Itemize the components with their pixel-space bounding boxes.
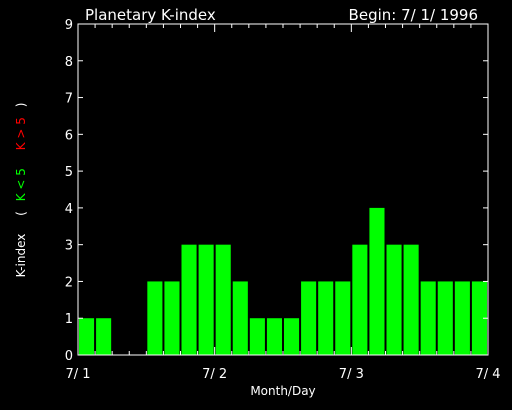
- x-tick-label: 7/ 1: [65, 367, 90, 382]
- bar: [96, 318, 112, 355]
- bar: [403, 244, 419, 355]
- bar: [437, 281, 453, 355]
- bar: [318, 281, 334, 355]
- legend-low-label: K < 5: [14, 168, 28, 201]
- legend-high-label: K > 5: [14, 117, 28, 150]
- bar: [369, 207, 385, 355]
- bar: [198, 244, 214, 355]
- y-tick-label: 9: [65, 18, 73, 33]
- legend-close-paren: ): [14, 103, 28, 108]
- bar-series: [79, 207, 487, 355]
- y-tick-label: 8: [65, 55, 73, 70]
- bar: [352, 244, 368, 355]
- bar: [79, 318, 95, 355]
- x-axis-ticks: 7/ 1 7/ 2 7/ 3 7/ 4: [65, 24, 501, 382]
- y-tick-label: 2: [65, 275, 73, 290]
- y-tick-label: 5: [65, 165, 73, 180]
- x-tick-label: 7/ 4: [475, 367, 500, 382]
- y-axis-title-group: K-index ( K < 5 K > 5 ): [14, 103, 28, 278]
- x-tick-label: 7/ 2: [202, 367, 227, 382]
- y-tick-label: 3: [65, 239, 73, 254]
- bar: [420, 281, 436, 355]
- bar: [284, 318, 300, 355]
- bar: [335, 281, 351, 355]
- chart-title: Planetary K-index: [85, 6, 216, 24]
- bar: [164, 281, 180, 355]
- y-axis-title: K-index ( K < 5 K > 5 ): [14, 103, 28, 278]
- x-axis-title: Month/Day: [250, 384, 315, 398]
- y-axis-title-label: K-index: [14, 234, 28, 278]
- bar: [147, 281, 163, 355]
- bar: [215, 244, 231, 355]
- bar: [266, 318, 282, 355]
- plot-frame: [77, 23, 489, 356]
- bar: [301, 281, 317, 355]
- y-axis-ticks: 0 1 2 3 4 5 6 7 8 9: [65, 18, 488, 364]
- begin-date: Begin: 7/ 1/ 1996: [349, 6, 478, 24]
- y-tick-label: 1: [65, 312, 73, 327]
- bar: [454, 281, 470, 355]
- legend-open-paren: (: [14, 211, 28, 216]
- y-tick-label: 0: [65, 349, 73, 364]
- x-tick-label: 7/ 3: [339, 367, 364, 382]
- y-tick-label: 4: [65, 202, 73, 217]
- y-tick-label: 6: [65, 128, 73, 143]
- bar: [471, 281, 487, 355]
- bar: [386, 244, 402, 355]
- bar: [232, 281, 248, 355]
- bar: [181, 244, 197, 355]
- bar: [249, 318, 265, 355]
- y-tick-label: 7: [65, 92, 73, 107]
